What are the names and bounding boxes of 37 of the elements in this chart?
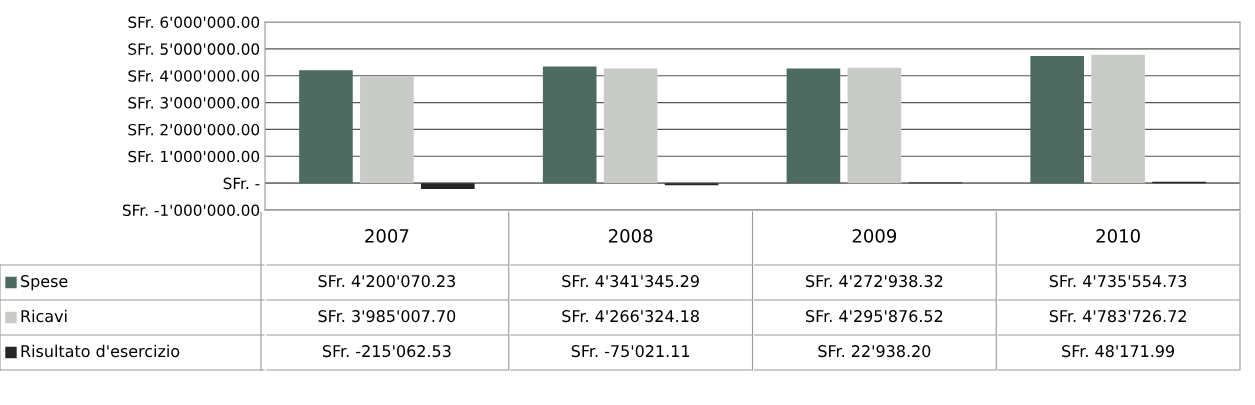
bar bbox=[664, 183, 719, 186]
y-tick-label: SFr. 4'000'000.00 bbox=[128, 70, 260, 82]
data-label: SFr. 4'266'324.18 bbox=[562, 310, 699, 323]
bar bbox=[603, 68, 658, 184]
y-tick-label: SFr. 2'000'000.00 bbox=[128, 123, 260, 136]
data-label: SFr. 22'938.20 bbox=[818, 345, 931, 358]
data-label: SFr. -215'062.53 bbox=[322, 345, 451, 358]
x-tick-label: 2008 bbox=[608, 229, 653, 243]
legend-label: Risultato d'esercizio bbox=[21, 344, 180, 358]
bar bbox=[542, 66, 597, 184]
data-label: SFr. 4'200'070.23 bbox=[318, 275, 455, 288]
data-label: SFr. 4'735'554.73 bbox=[1049, 275, 1187, 288]
data-label: SFr. 4'341'345.29 bbox=[562, 275, 699, 288]
data-label: SFr. 3'985'007.70 bbox=[318, 310, 456, 323]
data-label: SFr. 4'783'726.72 bbox=[1049, 310, 1186, 323]
y-tick-label: SFr. 6'000'000.00 bbox=[128, 16, 260, 29]
legend-label: Spese bbox=[21, 275, 68, 291]
bar bbox=[360, 76, 414, 184]
data-label: SFr. -75'021.11 bbox=[571, 345, 690, 358]
y-tick-label: SFr. - bbox=[223, 177, 260, 190]
y-tick-label: SFr. 5'000'000.00 bbox=[128, 43, 260, 55]
x-tick-label: 2010 bbox=[1096, 229, 1140, 243]
bar bbox=[1030, 55, 1084, 184]
x-tick-label: 2009 bbox=[852, 229, 897, 243]
data-label: SFr. 4'295'876.52 bbox=[806, 310, 943, 323]
y-tick-label: SFr. 1'000'000.00 bbox=[128, 150, 260, 163]
y-tick-label: SFr. -1'000'000.00 bbox=[122, 204, 260, 217]
data-label: SFr. 48'171.99 bbox=[1062, 345, 1175, 358]
y-tick-label: SFr. 3'000'000.00 bbox=[128, 97, 260, 109]
bar bbox=[847, 67, 902, 184]
bar bbox=[299, 70, 353, 184]
bar bbox=[421, 183, 475, 189]
x-tick-label: 2007 bbox=[365, 229, 409, 243]
bar bbox=[786, 68, 841, 184]
legend-label: Ricavi bbox=[21, 309, 67, 323]
bar bbox=[1091, 54, 1145, 184]
data-label: SFr. 4'272'938.32 bbox=[806, 275, 943, 288]
